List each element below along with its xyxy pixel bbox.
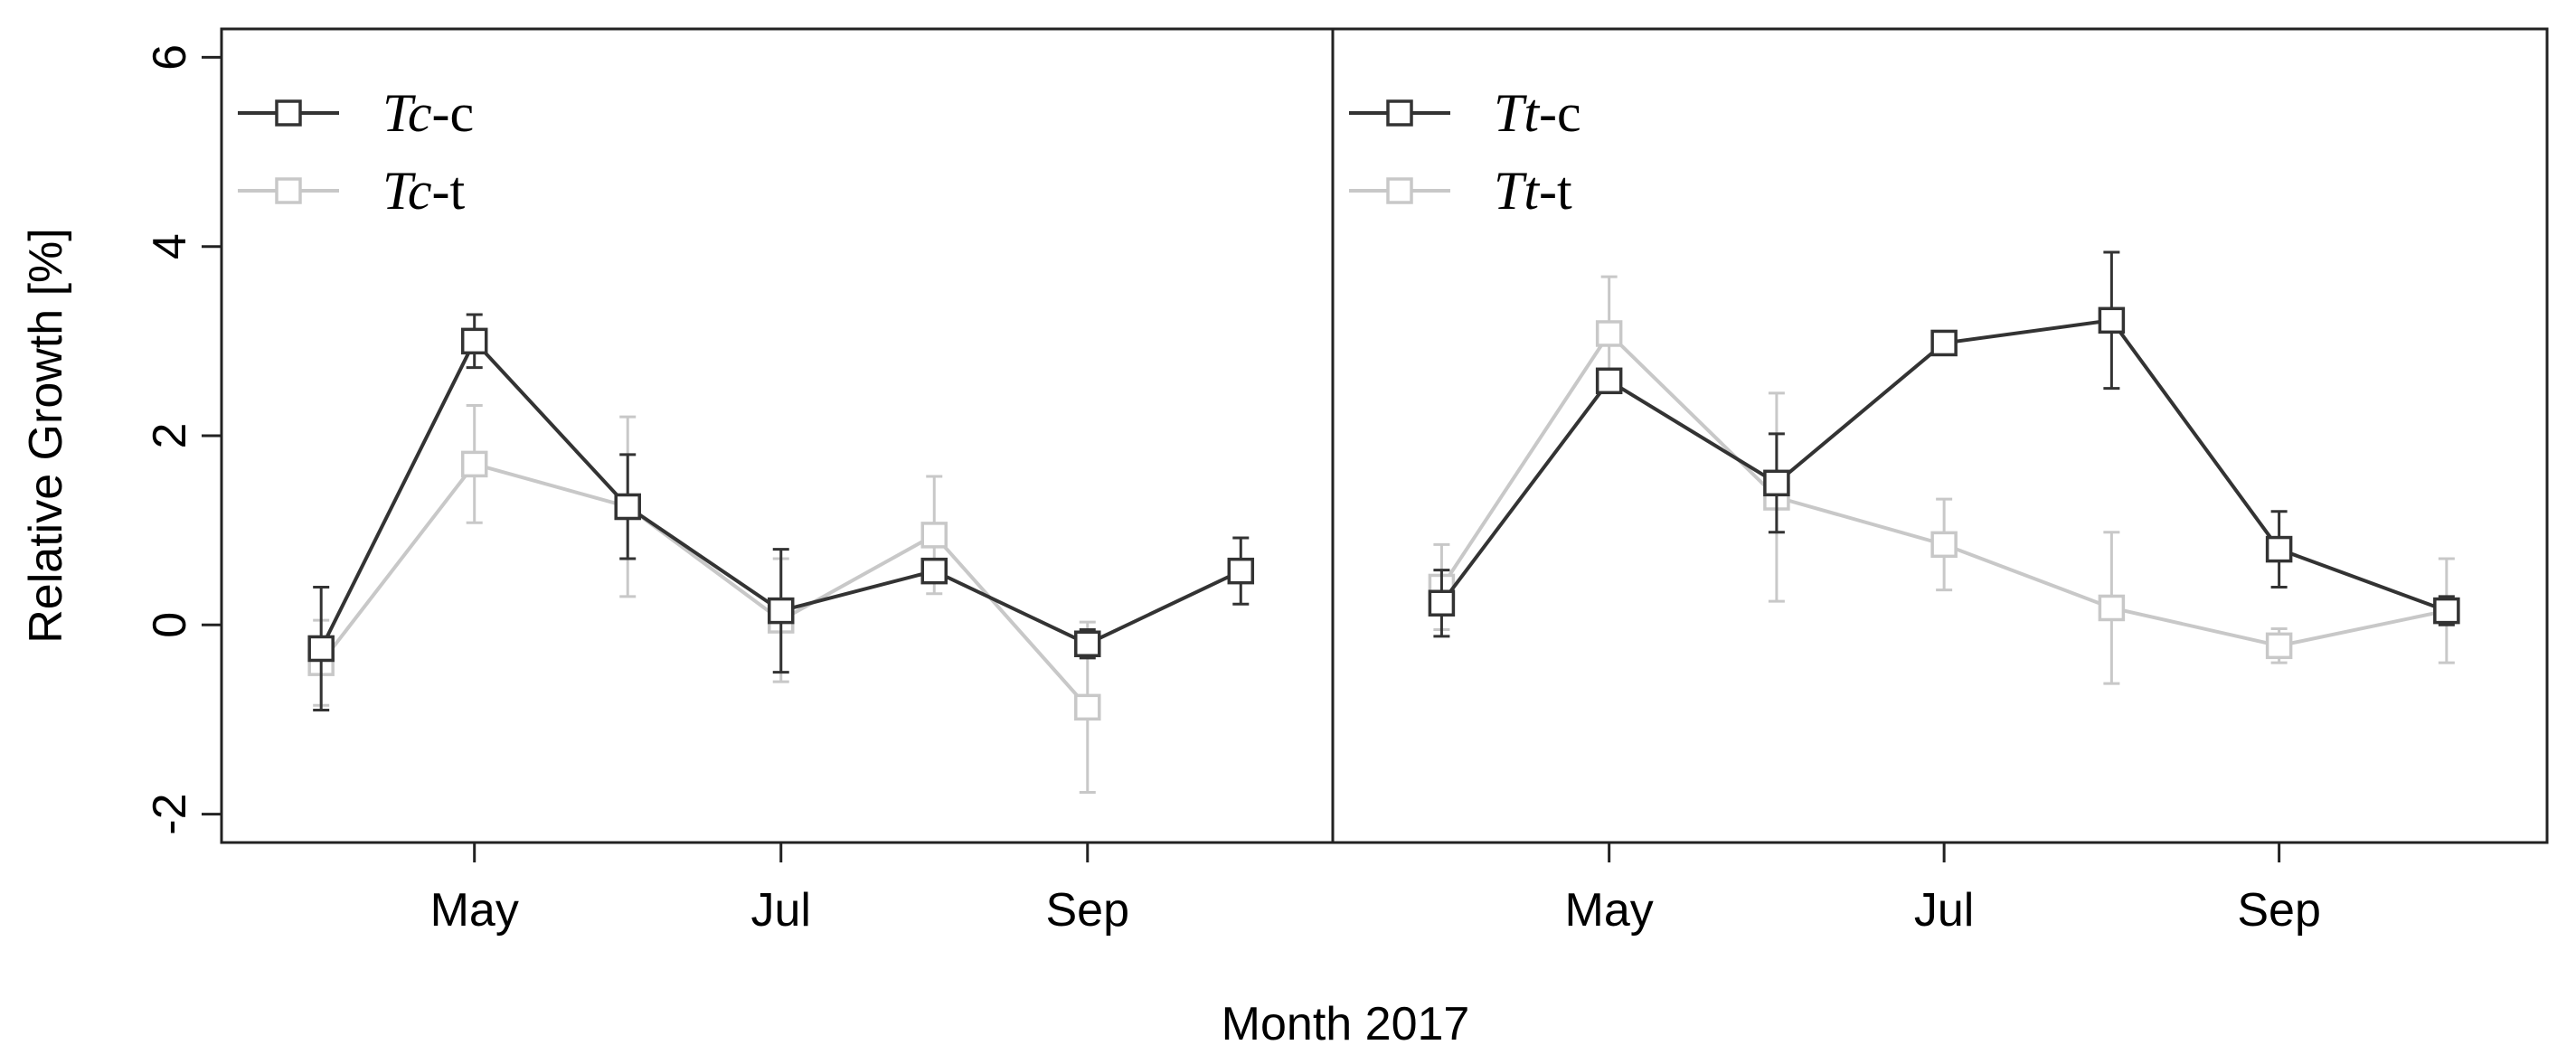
data-point (307, 635, 335, 663)
data-point (767, 597, 795, 625)
legend-label-treatment: -c (1539, 83, 1581, 143)
legend-marker (1386, 99, 1413, 127)
data-point (1428, 589, 1456, 617)
panel-Tt (1428, 250, 2460, 685)
data-point (2265, 535, 2293, 563)
legend-marker (275, 177, 302, 204)
data-point (1595, 320, 1623, 347)
legend-label: Tc-c (382, 83, 474, 143)
data-point (1763, 469, 1790, 497)
data-point (1930, 531, 1958, 559)
legend-label-treatment: -t (432, 161, 466, 221)
y-axis-label: Relative Growth [%] (20, 228, 72, 644)
data-point (1930, 329, 1958, 357)
x-tick-label: Sep (1046, 884, 1130, 937)
legend-label-treatment: -t (1539, 161, 1572, 221)
data-point (1595, 367, 1623, 395)
data-point (920, 557, 948, 585)
x-tick-label: May (1565, 884, 1654, 937)
x-axis-label: Month 2017 (1222, 998, 1470, 1050)
series-Tt-c (1428, 250, 2460, 638)
legend-marker (1386, 177, 1413, 204)
data-point (614, 493, 641, 521)
series-line (1439, 330, 2448, 648)
legend-Tt: Tt-cTt-t (1349, 83, 1581, 221)
y-tick-label: -2 (144, 793, 196, 834)
legend-label-species: Tt (1494, 161, 1540, 221)
legend-label: Tt-c (1494, 83, 1581, 143)
series-Tc-t (307, 404, 1101, 795)
y-tick-label: 6 (144, 44, 196, 71)
y-axis: -2 0 2 4 6 (144, 44, 222, 835)
y-tick-label: 4 (144, 233, 196, 259)
y-tick-label: 2 (144, 423, 196, 449)
y-tick-label: 0 (144, 612, 196, 638)
x-tick-label: May (430, 884, 519, 937)
data-point (1227, 557, 1255, 585)
legend-label: Tc-t (382, 161, 465, 221)
data-point (460, 327, 488, 355)
x-axis: May Jul Sep May Jul Sep (430, 843, 2321, 937)
panel-Tc (307, 313, 1255, 795)
series-line (319, 462, 1090, 709)
legend-marker (275, 99, 302, 127)
data-point (920, 522, 948, 549)
x-tick-label: Sep (2237, 884, 2321, 937)
x-tick-label: Jul (1914, 884, 1974, 937)
legend-label-species: Tt (1494, 83, 1540, 143)
legend-label-species: Tc (382, 161, 432, 221)
data-point (2098, 594, 2126, 622)
data-point (1074, 630, 1101, 657)
data-point (460, 450, 488, 478)
legends: Tc-cTc-tTt-cTt-t (238, 83, 1581, 221)
legend-label-treatment: -c (432, 83, 475, 143)
panel-marks (307, 250, 2460, 795)
legend-label-species: Tc (382, 83, 432, 143)
legend-Tc: Tc-cTc-t (238, 83, 474, 221)
x-tick-label: Jul (750, 884, 810, 937)
legend-label: Tt-t (1494, 161, 1572, 221)
data-point (2265, 632, 2293, 660)
data-point (1074, 693, 1101, 721)
data-point (2433, 597, 2460, 625)
data-point (2098, 306, 2126, 334)
series-Tc-c (307, 313, 1255, 711)
